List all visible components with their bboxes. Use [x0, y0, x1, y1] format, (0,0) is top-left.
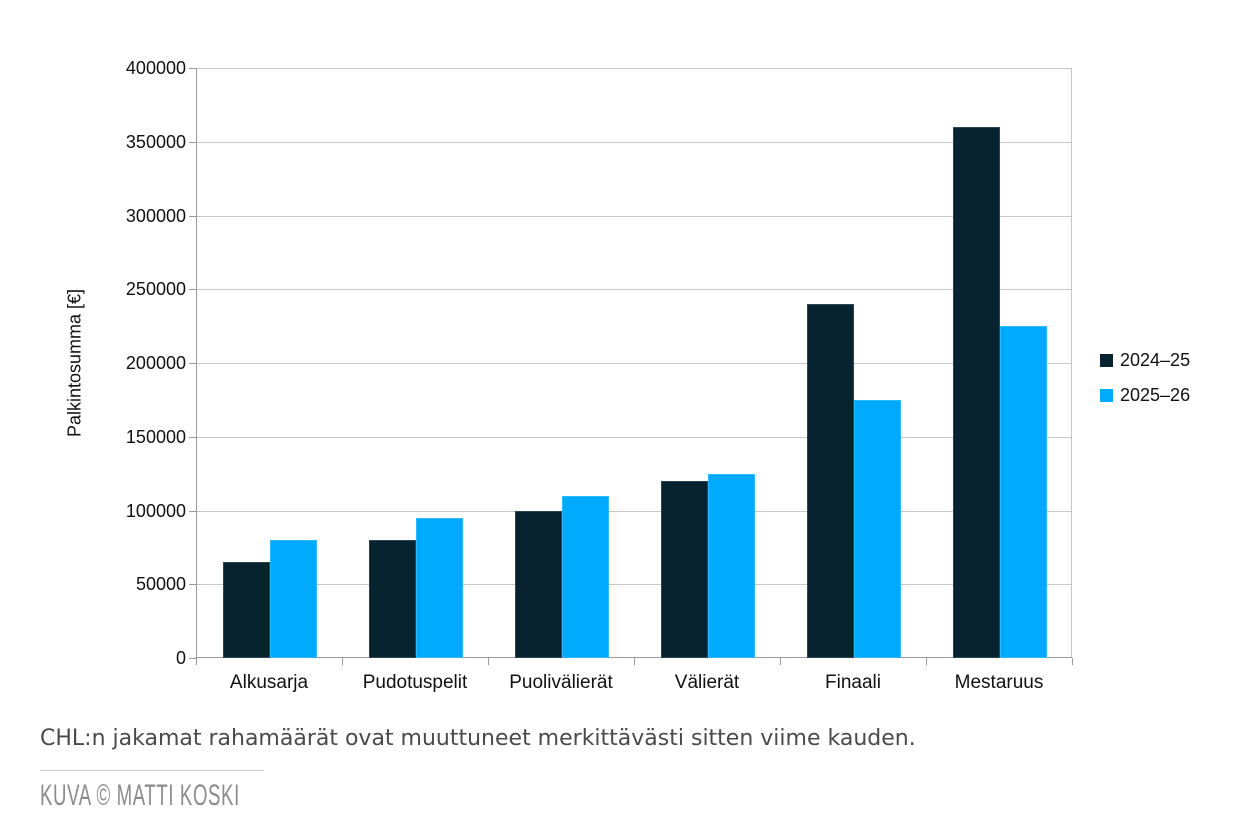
legend: 2024–25 2025–26: [1100, 348, 1190, 407]
bar-2025-26-välierät: [708, 473, 755, 658]
gridline-250000: [197, 289, 1071, 291]
x-category-label-välierät: Välierät: [674, 672, 740, 693]
gridline-150000: [197, 436, 1071, 438]
x-category-label-finaali: Finaali: [825, 672, 881, 693]
y-axis-title: Palkintosumma [€]: [64, 288, 85, 438]
legend-swatch-icon: [1100, 353, 1113, 367]
y-axis-tick: [189, 436, 196, 438]
y-tick-label-400000: 400000: [125, 58, 186, 78]
x-axis-tick: [488, 658, 489, 665]
y-tick-label-100000: 100000: [125, 500, 186, 521]
gridline-300000: [197, 215, 1071, 217]
y-tick-label-50000: 50000: [135, 574, 186, 595]
y-axis-tick: [189, 363, 196, 364]
y-axis-tick: [189, 289, 196, 291]
y-axis-tick: [189, 141, 196, 143]
y-tick-label-250000: 250000: [125, 279, 186, 300]
y-tick-label-200000: 200000: [125, 353, 186, 373]
x-category-label-alkusarja: Alkusarja: [229, 672, 309, 693]
bar-2025-26-mestaruus: [1000, 326, 1047, 658]
x-axis-tick: [1072, 658, 1073, 665]
x-category-label-pudotuspelit: Pudotuspelit: [362, 672, 468, 693]
legend-label: 2025–26: [1120, 384, 1191, 405]
y-tick-label-0: 0: [175, 648, 186, 668]
legend-item-2024-25: 2024–25: [1100, 348, 1190, 372]
bar-2024-25-alkusarja: [223, 562, 270, 658]
gridline-400000: [197, 68, 1071, 69]
gridline-200000: [197, 363, 1071, 364]
y-axis-tick: [189, 68, 196, 69]
y-tick-label-350000: 350000: [125, 131, 186, 152]
x-category-label-mestaruus: Mestaruus: [954, 672, 1044, 693]
x-category-label-puolivälierät: Puolivälierät: [509, 672, 613, 693]
gridline-50000: [197, 584, 1071, 586]
y-axis-tick: [189, 658, 196, 659]
gridline-100000: [197, 510, 1071, 512]
bar-2024-25-puolivälierät: [515, 510, 562, 658]
bar-2024-25-pudotuspelit: [369, 540, 416, 658]
legend-item-2025-26: 2025–26: [1100, 383, 1190, 407]
x-axis-tick: [342, 658, 343, 665]
gridline-350000: [197, 141, 1071, 143]
bar-2024-25-finaali: [807, 304, 854, 658]
y-axis-tick: [189, 510, 196, 512]
prize-money-bar-chart: Palkintosumma [€] 0 50000 100000 150000 2000…: [64, 58, 1191, 693]
bar-2025-26-pudotuspelit: [416, 517, 463, 658]
x-axis-tick: [196, 658, 197, 665]
y-tick-label-150000: 150000: [125, 426, 186, 447]
plot-area: [196, 68, 1072, 658]
y-tick-label-300000: 300000: [125, 205, 186, 226]
bar-2025-26-finaali: [854, 399, 901, 658]
credit-divider: [40, 770, 264, 771]
bar-2025-26-alkusarja: [270, 540, 317, 658]
bar-2025-26-puolivälierät: [562, 495, 609, 658]
y-axis-tick: [189, 584, 196, 586]
y-axis-tick: [189, 215, 196, 217]
legend-swatch-icon: [1100, 388, 1113, 402]
x-axis-tick: [780, 658, 781, 665]
x-axis-tick: [926, 658, 927, 665]
legend-label: 2024–25: [1120, 349, 1191, 370]
bar-2024-25-välierät: [661, 481, 708, 658]
x-axis-tick: [634, 658, 635, 665]
bar-2024-25-mestaruus: [953, 127, 1000, 658]
chart-caption: CHL:n jakamat rahamäärät ovat muuttuneet…: [40, 726, 916, 751]
photo-credit: KUVA © MATTI KOSKI: [40, 779, 240, 812]
